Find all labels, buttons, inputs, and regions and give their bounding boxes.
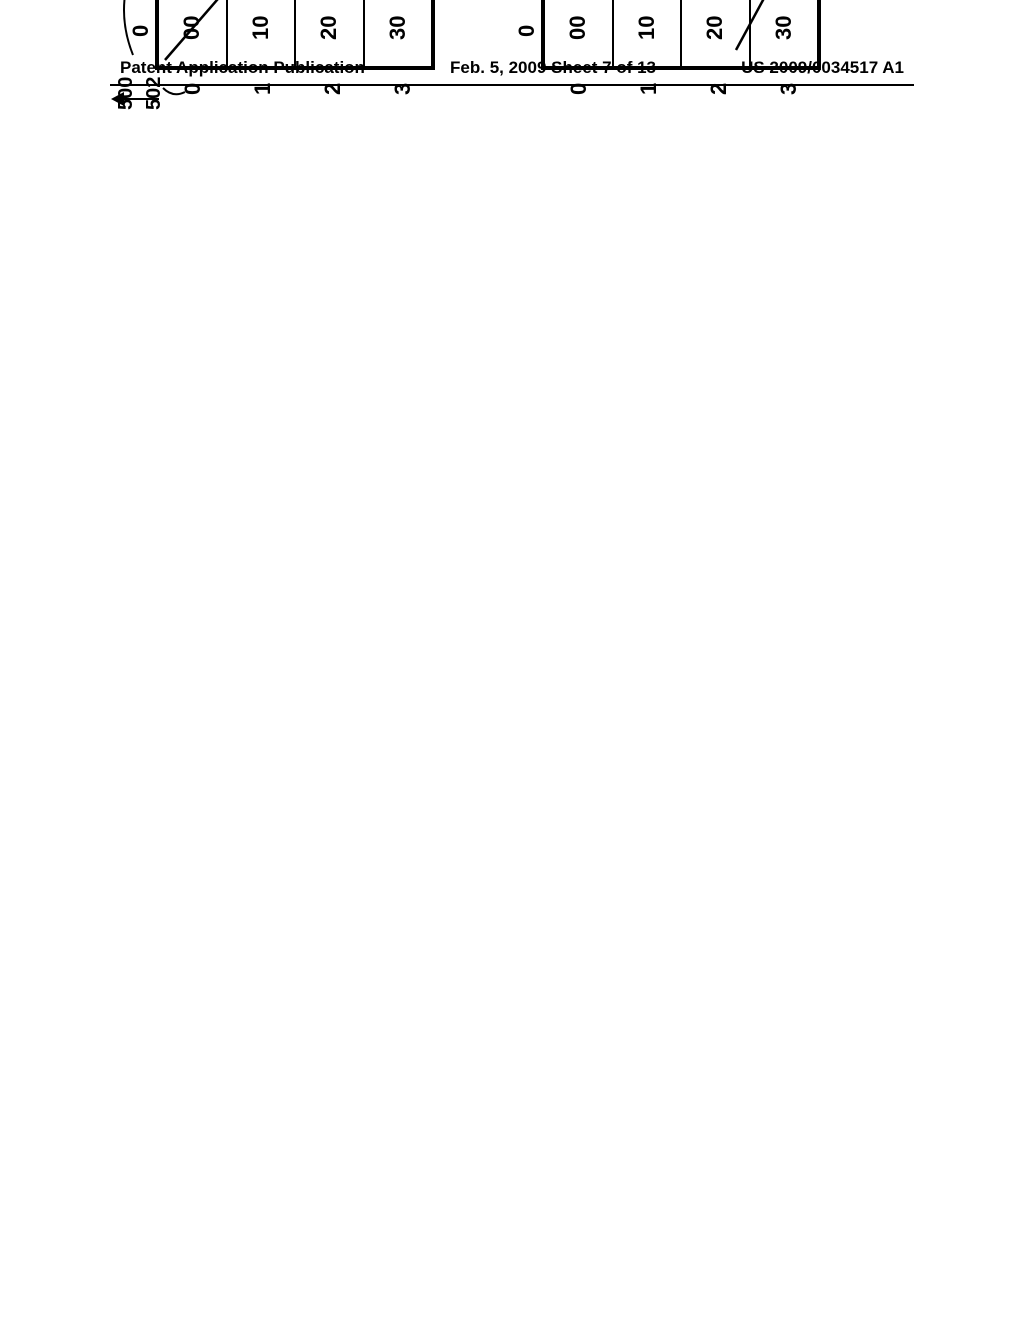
grid-5a: 0 1 2 3 0 1 2 3 00 01 02 03 10 11 12 13 …	[155, 0, 435, 70]
row-header: 3	[390, 83, 416, 95]
col-header: 0	[514, 25, 540, 37]
row-header: 2	[706, 83, 732, 95]
grid-5c: 0 1 2 3 0 1 2 3 00 01 02 03 10 11 12 13 …	[541, 0, 821, 70]
cell: 00	[544, 0, 613, 67]
cell: 20	[681, 0, 750, 67]
ref-502: 502	[143, 77, 165, 110]
caption-5a: FIG. 5A	[449, 0, 481, 70]
col-header: 0	[128, 25, 154, 37]
panel-5c: 0 1 2 3 0 1 2 3 00 01 02 03 10 11 12 13 …	[541, 0, 867, 70]
row-header: 1	[250, 83, 276, 95]
row-header: 1	[636, 83, 662, 95]
caption-5c: FIG. 5C	[835, 0, 867, 70]
row-header: 3	[776, 83, 802, 95]
figure-content-rotated: 500 0 1 2 3 0 1 2 3 00 01 02 03 10 11 12	[105, 0, 925, 150]
panels-grid: 0 1 2 3 0 1 2 3 00 01 02 03 10 11 12 13 …	[155, 0, 867, 70]
ref-500-arrow-head	[111, 92, 124, 106]
ref-504: 504	[115, 0, 118, 30]
cell: 20	[295, 0, 364, 67]
cell: 10	[613, 0, 682, 67]
cell: 30	[750, 0, 819, 67]
ref-500-arrow-line	[123, 98, 159, 100]
row-header: 0	[180, 83, 206, 95]
cell: 10	[227, 0, 296, 67]
row-header: 2	[320, 83, 346, 95]
panel-5a: 0 1 2 3 0 1 2 3 00 01 02 03 10 11 12 13 …	[155, 0, 481, 70]
cell: 30	[364, 0, 433, 67]
cell: 00	[158, 0, 227, 67]
row-header: 0	[566, 83, 592, 95]
